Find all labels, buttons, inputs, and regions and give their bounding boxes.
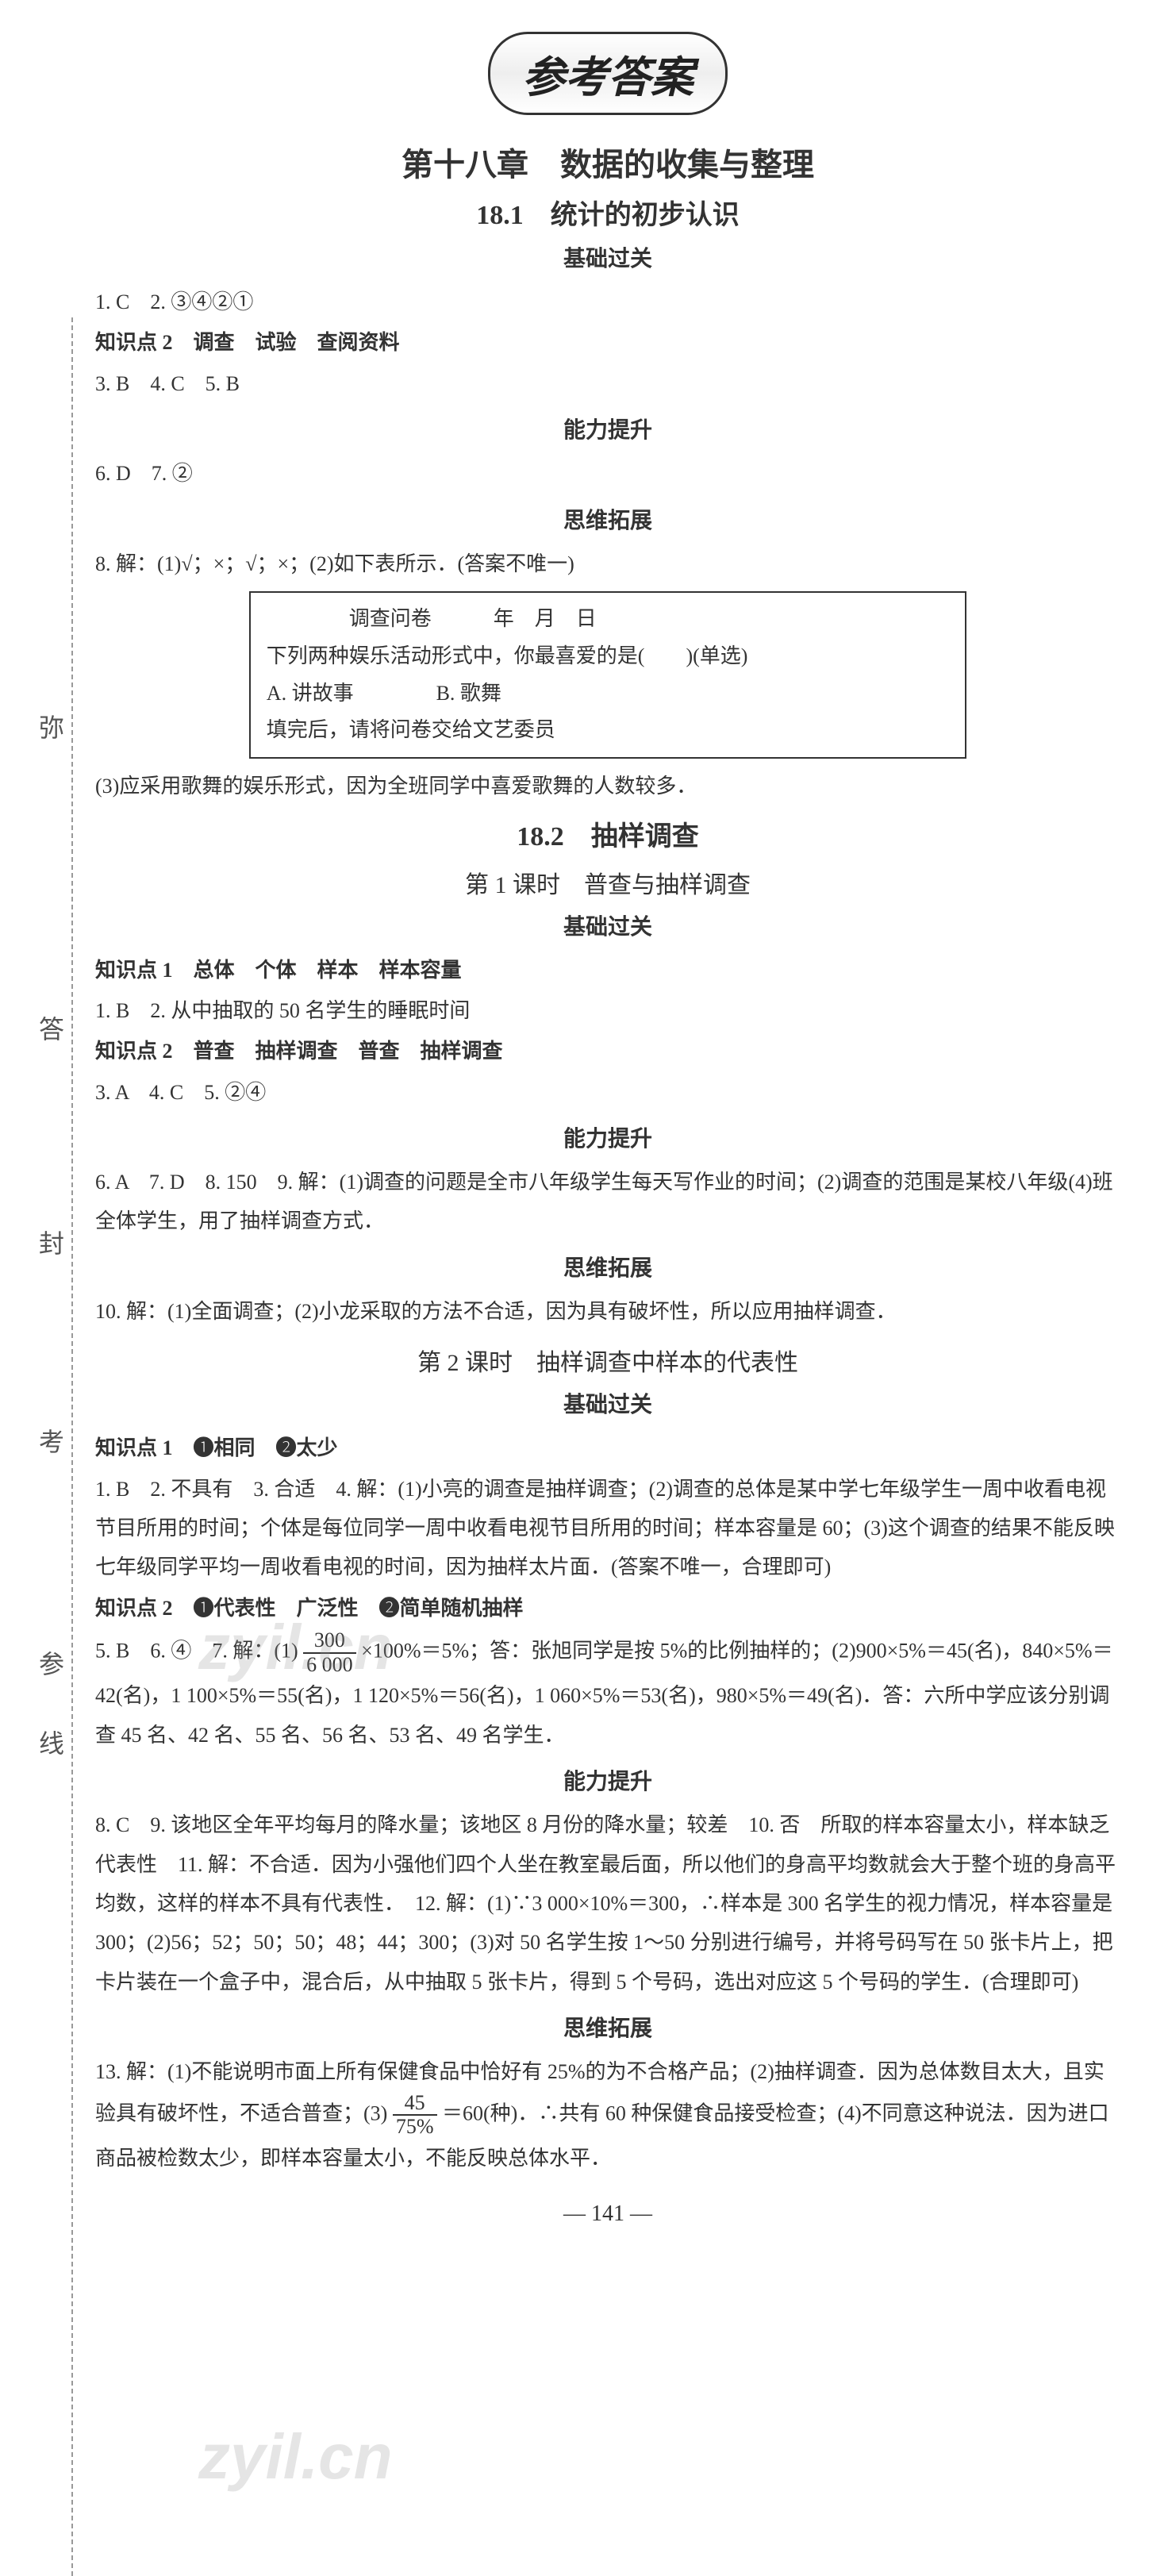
banner: 参考答案 xyxy=(95,32,1120,115)
answer-paragraph: 5. B 6. ④ 7. 解：(1) 300 6 000 ×100%＝5%；答：… xyxy=(95,1629,1120,1755)
text-span: 5. B 6. ④ 7. 解：(1) xyxy=(95,1640,298,1663)
content-lesson2-basic: 知识点 1 ❶相同 ❷太少 1. B 2. 不具有 3. 合适 4. 解：(1)… xyxy=(95,1428,1120,1755)
heading-thinking-3: 思维拓展 xyxy=(95,2011,1120,2043)
survey-line: 调查问卷 年 月 日 xyxy=(267,601,949,638)
content-18-1: 1. C 2. ③④②① 知识点 2 调查 试验 查阅资料 3. B 4. C … xyxy=(95,283,1120,403)
content-lesson2-ability: 8. C 9. 该地区全年平均每月的降水量；该地区 8 月份的降水量；较差 10… xyxy=(95,1805,1120,2001)
knowledge-point: 知识点 2 ❶代表性 广泛性 ❷简单随机抽样 xyxy=(95,1589,1120,1628)
knowledge-point: 知识点 1 ❶相同 ❷太少 xyxy=(95,1428,1120,1467)
answer-line: 10. 解：(1)全面调查；(2)小龙采取的方法不合适，因为具有破坏性，所以应用… xyxy=(95,1292,1120,1331)
heading-thinking-2: 思维拓展 xyxy=(95,1251,1120,1282)
chapter-title: 第十八章 数据的收集与整理 xyxy=(95,139,1120,185)
heading-ability-1: 能力提升 xyxy=(95,413,1120,444)
heading-basic-2: 基础过关 xyxy=(95,909,1120,941)
content-lesson1-thinking: 10. 解：(1)全面调查；(2)小龙采取的方法不合适，因为具有破坏性，所以应用… xyxy=(95,1292,1120,1331)
answer-line: 6. A 7. D 8. 150 9. 解：(1)调查的问题是全市八年级学生每天… xyxy=(95,1163,1120,1241)
side-char-6: 线 xyxy=(32,1730,68,1787)
knowledge-point: 知识点 1 总体 个体 样本 样本容量 xyxy=(95,951,1120,990)
fraction-num: 45 xyxy=(393,2092,437,2117)
heading-basic-1: 基础过关 xyxy=(95,241,1120,273)
side-char-5: 参 xyxy=(32,1651,68,1708)
banner-text: 参考答案 xyxy=(488,32,728,115)
watermark-2: zyil.cn xyxy=(198,2420,393,2493)
fraction-den: 75% xyxy=(393,2116,437,2139)
heading-ability-2: 能力提升 xyxy=(95,1121,1120,1153)
page-number-value: 141 xyxy=(591,2201,624,2226)
survey-line: A. 讲故事 B. 歌舞 xyxy=(267,675,949,713)
answer-line: 1. B 2. 从中抽取的 50 名学生的睡眠时间 xyxy=(95,991,1120,1030)
answer-line: 1. C 2. ③④②① xyxy=(95,283,1120,321)
survey-line: 填完后，请将问卷交给文艺委员 xyxy=(267,712,949,749)
side-char-1: 弥 xyxy=(32,714,68,771)
survey-box: 调查问卷 年 月 日 下列两种娱乐活动形式中，你最喜爱的是( )(单选) A. … xyxy=(249,591,966,759)
answer-line: (3)应采用歌舞的娱乐形式，因为全班同学中喜爱歌舞的人数较多． xyxy=(95,767,1120,805)
knowledge-point: 知识点 2 普查 抽样调查 普查 抽样调查 xyxy=(95,1032,1120,1071)
lesson-2-title: 第 2 课时 抽样调查中样本的代表性 xyxy=(95,1343,1120,1378)
lesson-1-title: 第 1 课时 普查与抽样调查 xyxy=(95,865,1120,900)
content-thinking-1: 8. 解：(1)√；×；√；×；(2)如下表所示．(答案不唯一) 调查问卷 年 … xyxy=(95,544,1120,806)
answer-paragraph: 8. C 9. 该地区全年平均每月的降水量；该地区 8 月份的降水量；较差 10… xyxy=(95,1805,1120,2001)
answer-paragraph: 1. B 2. 不具有 3. 合适 4. 解：(1)小亮的调查是抽样调查；(2)… xyxy=(95,1470,1120,1587)
heading-basic-3: 基础过关 xyxy=(95,1387,1120,1419)
content-ability-1: 6. D 7. ② xyxy=(95,454,1120,493)
page-number: — 141 — xyxy=(95,2201,1120,2227)
heading-thinking-1: 思维拓展 xyxy=(95,503,1120,535)
content-lesson2-thinking: 13. 解：(1)不能说明市面上所有保健食品中恰好有 25%的为不合格产品；(2… xyxy=(95,2052,1120,2178)
knowledge-point: 知识点 2 调查 试验 查阅资料 xyxy=(95,323,1120,362)
answer-paragraph: 13. 解：(1)不能说明市面上所有保健食品中恰好有 25%的为不合格产品；(2… xyxy=(95,2052,1120,2178)
fraction-num: 300 xyxy=(303,1629,356,1654)
side-char-2: 答 xyxy=(32,1016,68,1073)
answer-line: 8. 解：(1)√；×；√；×；(2)如下表所示．(答案不唯一) xyxy=(95,544,1120,583)
content-lesson1-ability: 6. A 7. D 8. 150 9. 解：(1)调查的问题是全市八年级学生每天… xyxy=(95,1163,1120,1241)
answer-line: 6. D 7. ② xyxy=(95,454,1120,493)
fraction: 300 6 000 xyxy=(303,1629,356,1676)
side-char-3: 封 xyxy=(32,1230,68,1287)
section-18-1-title: 18.1 统计的初步认识 xyxy=(95,193,1120,232)
section-18-2-title: 18.2 抽样调查 xyxy=(95,814,1120,853)
content-lesson1-basic: 知识点 1 总体 个体 样本 样本容量 1. B 2. 从中抽取的 50 名学生… xyxy=(95,951,1120,1113)
fold-line xyxy=(71,317,73,2576)
answer-line: 3. A 4. C 5. ②④ xyxy=(95,1073,1120,1112)
fraction-den: 6 000 xyxy=(303,1654,356,1677)
answer-line: 3. B 4. C 5. B xyxy=(95,364,1120,403)
fraction: 45 75% xyxy=(393,2092,437,2139)
heading-ability-3: 能力提升 xyxy=(95,1764,1120,1796)
survey-line: 下列两种娱乐活动形式中，你最喜爱的是( )(单选) xyxy=(267,638,949,675)
side-char-4: 考 xyxy=(32,1428,68,1486)
